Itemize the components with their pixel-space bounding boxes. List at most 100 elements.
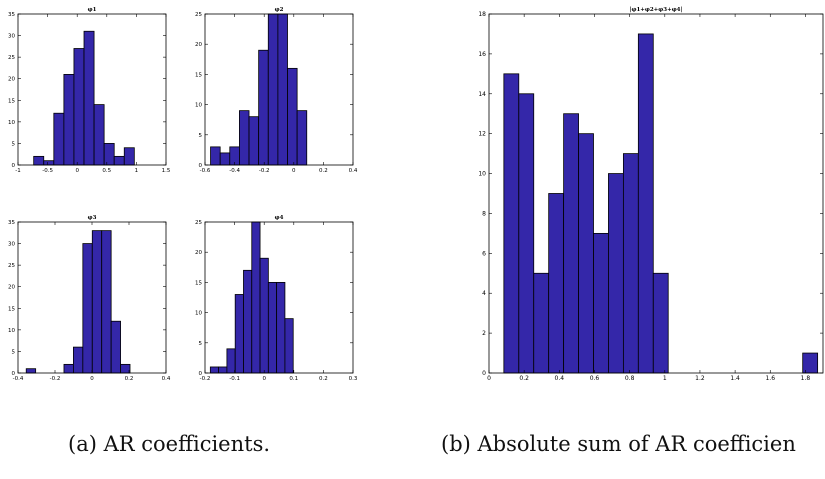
- chart-title: |φ1+φ2+φ3+φ4|: [629, 7, 682, 13]
- x-tick-label: 0: [90, 376, 94, 382]
- axes-frame: [204, 221, 354, 374]
- histogram-bar: [219, 152, 231, 166]
- y-tick-label: 5: [199, 133, 203, 139]
- y-tick-label: 10: [195, 103, 202, 109]
- x-tick-label: 0.2: [319, 376, 328, 382]
- histogram-bar: [33, 155, 45, 166]
- x-tick-label: -0.4: [229, 168, 240, 174]
- x-tick-label: 0.4: [349, 168, 358, 174]
- x-tick-label: 0: [75, 168, 79, 174]
- histogram-bar: [226, 348, 236, 374]
- histogram-bar: [296, 110, 308, 166]
- y-tick-label: 0: [12, 163, 16, 169]
- histogram-bar: [110, 320, 121, 374]
- y-tick-label: 20: [195, 42, 202, 48]
- histogram-bar: [218, 366, 228, 374]
- x-tick-label: 0.2: [519, 375, 529, 382]
- chart-title: φ4: [275, 215, 284, 221]
- y-tick-label: 0: [199, 163, 203, 169]
- x-tick-label: 1.4: [730, 375, 740, 382]
- chart-title: φ2: [275, 7, 284, 13]
- histogram-bar: [622, 153, 639, 374]
- chart-title: φ3: [88, 215, 97, 221]
- x-tick-label: 1.6: [765, 375, 775, 382]
- histogram-bar: [578, 133, 594, 374]
- x-tick-label: -0.4: [13, 376, 24, 382]
- y-tick-label: 15: [8, 306, 15, 312]
- histogram-1: -1 -0.5 0 0.5 1 1.5 0 5 10 15 20 25 30 35 φ1: [8, 7, 171, 174]
- histogram-bar: [123, 147, 135, 166]
- histogram-bar: [63, 74, 75, 166]
- y-tick-label: 0: [12, 371, 16, 377]
- histogram-bar: [73, 346, 84, 374]
- y-tick-label: 25: [8, 55, 15, 61]
- histogram-bar: [103, 143, 115, 166]
- x-tick-label: 0: [487, 375, 491, 382]
- y-tick-label: 16: [478, 51, 486, 58]
- axes-frame: [17, 13, 167, 166]
- x-tick-label: 1: [135, 168, 139, 174]
- x-tick-label: -0.2: [259, 168, 270, 174]
- y-tick-label: 10: [195, 311, 202, 317]
- histogram-bar: [209, 366, 220, 374]
- caption-a: (a) AR coefficients.: [68, 432, 271, 456]
- histogram-5: 0 0.2 0.4 0.6 0.8 1 1.2 1.4 1.6 1.8 0 2 4 6 8 10 12 14 16 1…: [478, 7, 824, 382]
- histogram-bar: [503, 73, 520, 374]
- histogram-bar: [113, 155, 125, 166]
- y-tick-label: 0: [199, 371, 203, 377]
- y-tick-label: 5: [12, 349, 16, 355]
- x-tick-label: 0.8: [625, 375, 635, 382]
- y-tick-label: 20: [8, 285, 15, 291]
- caption-b: (b) Absolute sum of AR coefficien: [441, 432, 796, 456]
- x-tick-label: 0: [292, 168, 296, 174]
- y-tick-label: 4: [482, 290, 486, 297]
- y-tick-label: 20: [195, 250, 202, 256]
- y-tick-label: 20: [8, 77, 15, 83]
- x-tick-label: 1.5: [162, 168, 171, 174]
- histogram-bar: [593, 232, 609, 374]
- histogram-bar: [63, 363, 74, 374]
- y-tick-label: 10: [478, 171, 486, 178]
- histogram-bar: [277, 13, 288, 166]
- histogram-bar: [276, 281, 286, 374]
- x-tick-label: 1.2: [695, 375, 705, 382]
- x-tick-label: 0: [262, 376, 266, 382]
- y-tick-label: 35: [8, 12, 15, 18]
- y-tick-label: 15: [8, 98, 15, 104]
- histogram-bar: [637, 33, 654, 374]
- histogram-bar: [251, 221, 261, 374]
- histogram-bar: [802, 352, 819, 374]
- histogram-bar: [120, 363, 131, 374]
- x-tick-label: -0.2: [200, 376, 211, 382]
- histogram-bar: [53, 112, 65, 166]
- x-tick-label: 1.8: [801, 375, 811, 382]
- histogram-bar: [93, 104, 105, 166]
- x-tick-label: 0.1: [289, 376, 298, 382]
- y-tick-label: 30: [8, 34, 15, 40]
- y-tick-label: 18: [478, 11, 486, 18]
- y-tick-label: 2: [482, 330, 486, 337]
- histogram-bar: [101, 230, 112, 374]
- y-tick-label: 14: [478, 91, 486, 98]
- histogram-2: -0.6 -0.4 -0.2 0 0.2 0.4 0 5 10 15 20 25 φ2: [195, 7, 358, 174]
- x-tick-label: 0.2: [125, 376, 134, 382]
- histogram-4: -0.2 -0.1 0 0.1 0.2 0.3 0 5 10 15 20 25 φ4: [195, 215, 358, 382]
- x-tick-label: 0.4: [162, 376, 171, 382]
- x-tick-label: -0.2: [50, 376, 61, 382]
- histogram-bar: [548, 193, 565, 374]
- x-tick-label: 1: [663, 375, 667, 382]
- histogram-bar: [563, 113, 579, 374]
- histogram-bar: [287, 67, 298, 166]
- histogram-3: -0.4 -0.2 0 0.2 0.4 0 5 10 15 20 25 30 35 φ3: [8, 215, 171, 382]
- y-tick-label: 10: [8, 120, 15, 126]
- y-tick-label: 30: [8, 242, 15, 248]
- histogram-bar: [73, 48, 85, 166]
- x-tick-label: 0.3: [349, 376, 358, 382]
- histogram-bar: [518, 93, 535, 374]
- axes-frame: [488, 13, 824, 374]
- x-tick-label: 0.6: [590, 375, 600, 382]
- histogram-bar: [258, 49, 269, 166]
- histogram-bar: [210, 146, 221, 166]
- chart-title: φ1: [88, 7, 97, 13]
- y-tick-label: 15: [195, 280, 202, 286]
